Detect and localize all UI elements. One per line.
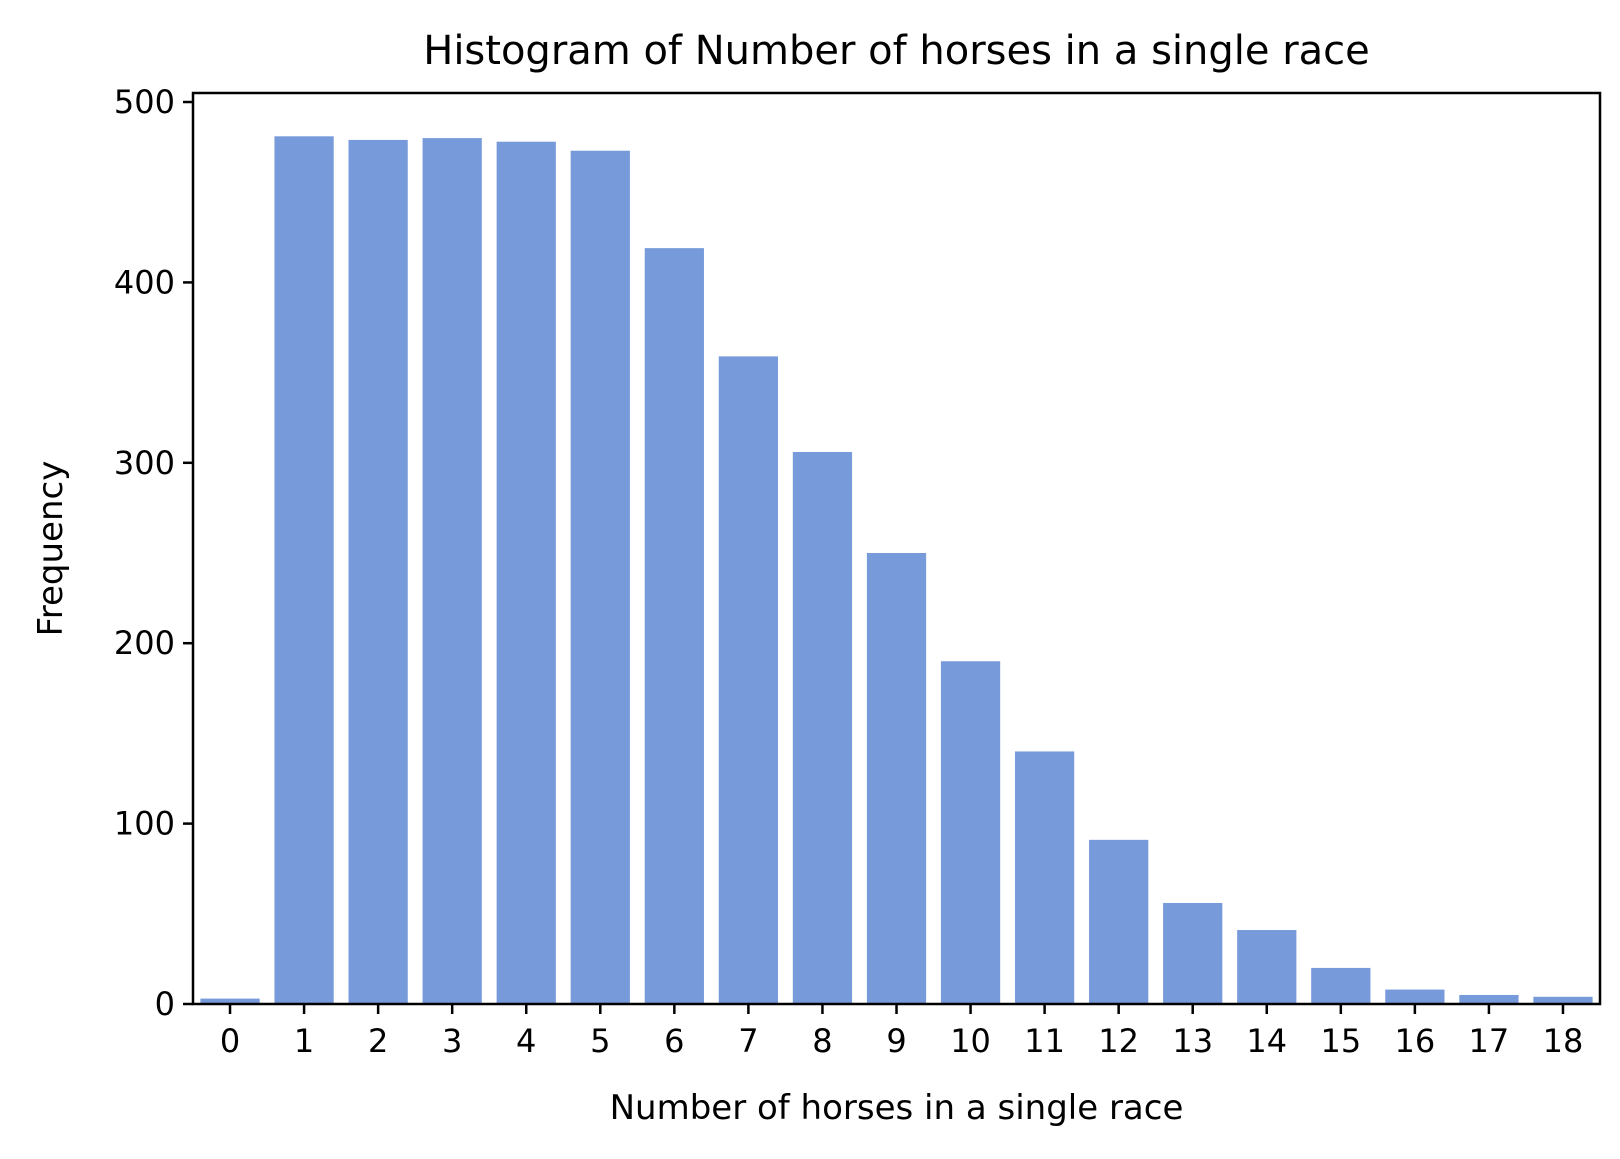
x-ticks-group: 0 1 2 3 4 5 6 7 8 9 10 11 12 13 14 15 16 17 18: [220, 1004, 1583, 1060]
bar-3: [422, 138, 482, 1005]
bar-13: [1163, 902, 1223, 1004]
bar-5: [570, 150, 630, 1004]
x-tick-label: 12: [1098, 1022, 1139, 1060]
x-tick-label: 3: [442, 1022, 462, 1060]
y-tick-label: 100: [114, 805, 175, 843]
x-tick-label: 9: [886, 1022, 906, 1060]
x-tick-label: 13: [1172, 1022, 1213, 1060]
x-tick-label: 0: [220, 1022, 240, 1060]
x-tick-label: 16: [1395, 1022, 1436, 1060]
bar-18: [1533, 996, 1593, 1004]
x-tick-label: 14: [1246, 1022, 1287, 1060]
y-tick-label: 300: [114, 444, 175, 482]
bar-1: [274, 136, 334, 1004]
x-tick-label: 8: [812, 1022, 832, 1060]
x-tick-label: 5: [590, 1022, 610, 1060]
chart-title: Histogram of Number of horses in a singl…: [423, 28, 1370, 74]
bar-7: [718, 356, 779, 1005]
y-ticks-group: 0 100 200 300 400 500: [114, 83, 193, 1023]
x-tick-label: 4: [516, 1022, 536, 1060]
x-tick-label: 17: [1469, 1022, 1510, 1060]
bar-16: [1385, 989, 1445, 1004]
bar-17: [1459, 994, 1519, 1004]
y-tick-label: 0: [155, 985, 175, 1023]
y-tick-label: 400: [114, 263, 175, 301]
y-axis-label: Frequency: [31, 461, 71, 637]
bar-10: [940, 661, 1001, 1004]
bar-0: [200, 998, 260, 1004]
x-tick-label: 7: [738, 1022, 758, 1060]
bar-12: [1089, 839, 1149, 1004]
x-axis-label: Number of horses in a single race: [610, 1088, 1184, 1128]
x-tick-label: 6: [664, 1022, 684, 1060]
y-tick-label: 200: [114, 624, 175, 662]
x-tick-label: 15: [1320, 1022, 1361, 1060]
bars-group: [200, 136, 1593, 1005]
x-tick-label: 11: [1024, 1022, 1065, 1060]
x-tick-label: 10: [950, 1022, 991, 1060]
y-tick-label: 500: [114, 83, 175, 121]
bar-11: [1014, 751, 1075, 1004]
x-tick-label: 1: [294, 1022, 314, 1060]
bar-8: [792, 451, 853, 1004]
bar-15: [1311, 967, 1371, 1004]
bar-2: [348, 139, 408, 1005]
plot-frame: [191, 91, 1602, 1006]
x-tick-label: 2: [368, 1022, 388, 1060]
bar-14: [1237, 930, 1297, 1004]
x-tick-label: 18: [1543, 1022, 1584, 1060]
bar-6: [644, 248, 704, 1004]
bar-4: [496, 141, 556, 1005]
bar-9: [866, 553, 927, 1004]
